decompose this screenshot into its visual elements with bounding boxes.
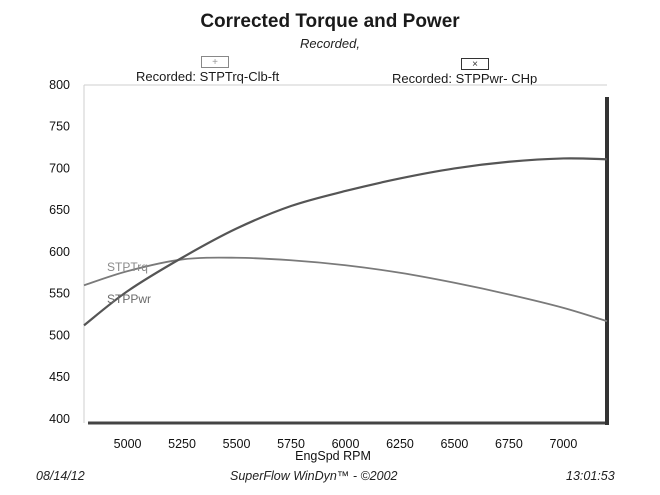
series-line-stptrq xyxy=(83,256,608,323)
series-line-stppwr xyxy=(83,157,608,327)
x-tick-label: 5250 xyxy=(168,437,196,451)
chart-title: Corrected Torque and Power xyxy=(200,11,460,32)
y-tick-label: 450 xyxy=(49,370,70,384)
footer-time: 13:01:53 xyxy=(566,469,615,483)
chart-subtitle: Recorded, xyxy=(300,36,360,51)
power-legend-label: Recorded: STPPwr- CHp xyxy=(392,71,538,86)
y-tick-label: 500 xyxy=(49,328,70,342)
footer-software: SuperFlow WinDyn™ - ©2002 xyxy=(230,469,398,483)
torque-legend-marker: + xyxy=(201,56,229,68)
series-label-stppwr: STPPwr xyxy=(107,292,151,306)
x-tick-label: 6750 xyxy=(495,437,523,451)
series-label-stptrq: STPTrq xyxy=(107,260,148,274)
torque-legend-label: Recorded: STPTrq-Clb-ft xyxy=(136,69,280,84)
y-tick-label: 650 xyxy=(49,203,70,217)
y-tick-label: 750 xyxy=(49,120,70,134)
y-tick-label: 700 xyxy=(49,161,70,175)
x-tick-label: 5750 xyxy=(277,437,305,451)
power-legend-marker: × xyxy=(461,58,489,70)
x-tick-label: 6250 xyxy=(386,437,414,451)
x-axis-label: EngSpd RPM xyxy=(295,449,371,463)
y-tick-label: 550 xyxy=(49,287,70,301)
y-tick-label: 400 xyxy=(49,412,70,426)
x-tick-label: 5500 xyxy=(223,437,251,451)
x-tick-label: 7000 xyxy=(550,437,578,451)
x-tick-label: 6000 xyxy=(332,437,360,451)
x-tick-label: 5000 xyxy=(114,437,142,451)
x-tick-label: 6500 xyxy=(441,437,469,451)
y-tick-label: 800 xyxy=(49,78,70,92)
footer-date: 08/14/12 xyxy=(36,469,85,483)
y-tick-label: 600 xyxy=(49,245,70,259)
